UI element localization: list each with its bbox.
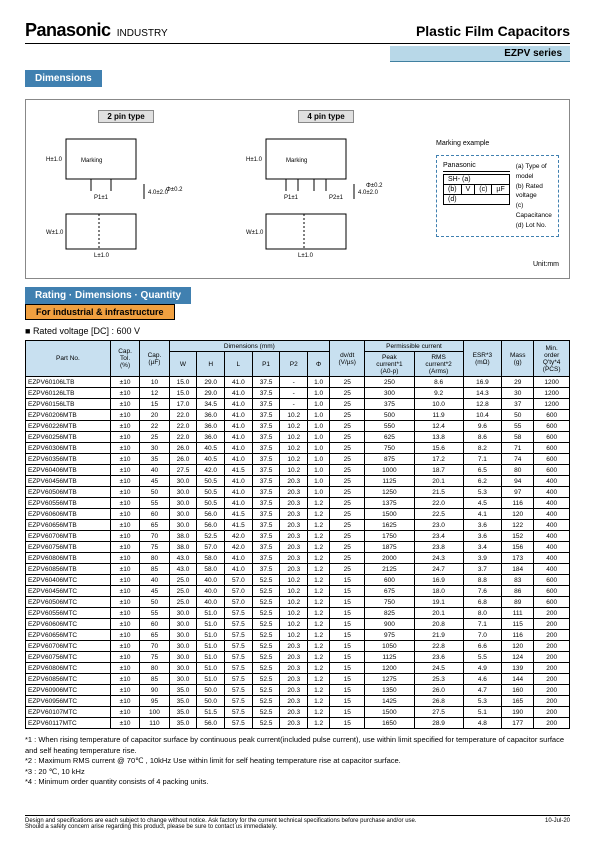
table-row: EZPV60256MTB±102522.036.041.037.510.21.0… (26, 432, 570, 443)
brand: Panasonic (25, 20, 111, 40)
svg-text:W±1.0: W±1.0 (46, 230, 64, 236)
brand-sub: INDUSTRY (117, 28, 168, 39)
svg-text:Marking: Marking (286, 158, 307, 164)
table-row: EZPV60606MTB±106030.056.041.537.520.31.2… (26, 509, 570, 520)
svg-text:L±1.0: L±1.0 (298, 253, 314, 259)
table-row: EZPV60556MTB±105530.050.541.037.520.31.2… (26, 498, 570, 509)
table-row: EZPV60656MTB±106530.056.041.537.520.31.2… (26, 520, 570, 531)
section-rating: Rating · Dimensions · Quantity (25, 287, 191, 304)
table-row: EZPV60556MTC±105530.051.057.552.510.21.2… (26, 608, 570, 619)
notes: *1 : When rising temperature of capacito… (25, 735, 570, 788)
table-row: EZPV60806MTB±108043.058.041.037.520.31.2… (26, 553, 570, 564)
table-row: EZPV60206MTB±102022.036.041.037.510.21.0… (26, 410, 570, 421)
table-row: EZPV60506MTB±105030.050.541.037.520.31.0… (26, 487, 570, 498)
svg-text:W±1.0: W±1.0 (246, 230, 264, 236)
table-row: EZPV60906MTC±109035.050.057.552.520.31.2… (26, 685, 570, 696)
table-row: EZPV60406MTC±104025.040.057.052.510.21.2… (26, 575, 570, 586)
table-row: EZPV60506MTC±105025.040.057.052.510.21.2… (26, 597, 570, 608)
pin4-label: 4 pin type (298, 110, 353, 123)
table-row: EZPV60456MTB±104530.050.541.037.520.31.0… (26, 476, 570, 487)
table-row: EZPV60606MTC±106030.051.057.552.510.21.2… (26, 619, 570, 630)
table-row: EZPV60756MTB±107538.057.042.037.520.31.2… (26, 542, 570, 553)
table-row: EZPV60656MTC±106530.051.057.552.510.21.2… (26, 630, 570, 641)
page-header: Panasonic INDUSTRY Plastic Film Capacito… (25, 20, 570, 44)
svg-text:P1±1: P1±1 (284, 195, 299, 201)
unit-mm: Unit:mm (36, 261, 559, 268)
svg-text:H±1.0: H±1.0 (46, 157, 63, 163)
table-row: EZPV60406MTB±104027.542.041.537.510.21.0… (26, 465, 570, 476)
table-row: EZPV60106LTB±101015.029.041.037.5-1.0252… (26, 377, 570, 388)
table-row: EZPV60756MTC±107530.051.057.552.520.31.2… (26, 652, 570, 663)
table-row: EZPV60117MTC±1011035.056.057.552.520.31.… (26, 718, 570, 729)
svg-text:Φ±0.2: Φ±0.2 (166, 187, 183, 193)
diagram-area: 2 pin type Marking H±1.0 P1±1 4.0±2.0 Φ±… (25, 99, 570, 279)
svg-text:H±1.0: H±1.0 (246, 157, 263, 163)
svg-text:P2±1: P2±1 (329, 195, 344, 201)
table-row: EZPV60226MTB±102222.036.041.037.510.21.0… (26, 421, 570, 432)
svg-text:Marking: Marking (81, 158, 102, 164)
svg-text:P1±1: P1±1 (94, 195, 109, 201)
table-row: EZPV60856MTC±108530.051.057.552.520.31.2… (26, 674, 570, 685)
table-row: EZPV60126LTB±101215.029.041.037.5-1.0253… (26, 388, 570, 399)
table-row: EZPV60706MTB±107038.052.542.037.520.31.2… (26, 531, 570, 542)
table-row: EZPV60156LTB±101517.034.541.037.5-1.0253… (26, 399, 570, 410)
table-row: EZPV60107MTC±1010035.051.557.552.520.31.… (26, 707, 570, 718)
svg-text:Φ±0.2: Φ±0.2 (366, 183, 383, 189)
rated-voltage: Rated voltage [DC] : 600 V (25, 326, 570, 336)
table-row: EZPV60956MTC±109535.050.057.552.520.31.2… (26, 696, 570, 707)
diagram-4pin: Marking H±1.0 P1±1 P2±1 4.0±2.0 Φ±0.2 W±… (236, 129, 416, 259)
svg-text:4.0±2.0: 4.0±2.0 (358, 190, 379, 196)
table-row: EZPV60356MTB±103526.040.541.037.510.21.0… (26, 454, 570, 465)
footer: Design and specifications are each subje… (25, 815, 570, 830)
svg-text:L±1.0: L±1.0 (94, 253, 110, 259)
section-dimensions: Dimensions (25, 70, 102, 87)
marking-box: Panasonic SH- (a) (b)V(c)µF (d) (a) Type… (436, 155, 559, 237)
table-row: EZPV60706MTC±107030.051.057.552.520.31.2… (26, 641, 570, 652)
marking-example-label: Marking example (436, 140, 559, 147)
table-row: EZPV60856MTB±108543.058.041.037.520.31.2… (26, 564, 570, 575)
table-row: EZPV60806MTC±108030.051.057.552.520.31.2… (26, 663, 570, 674)
diagram-2pin: Marking H±1.0 P1±1 4.0±2.0 Φ±0.2 W±1.0 L… (36, 129, 216, 259)
doc-title: Plastic Film Capacitors (416, 23, 570, 39)
series-label: EZPV series (390, 46, 570, 62)
pin2-label: 2 pin type (98, 110, 153, 123)
table-row: EZPV60306MTB±103026.040.541.037.510.21.0… (26, 443, 570, 454)
sub-industrial: For industrial & infrastructure (25, 304, 175, 320)
table-row: EZPV60456MTC±104525.040.057.052.510.21.2… (26, 586, 570, 597)
spec-table: Part No. Cap. Tol. (%) Cap. (µF) Dimensi… (25, 340, 570, 729)
